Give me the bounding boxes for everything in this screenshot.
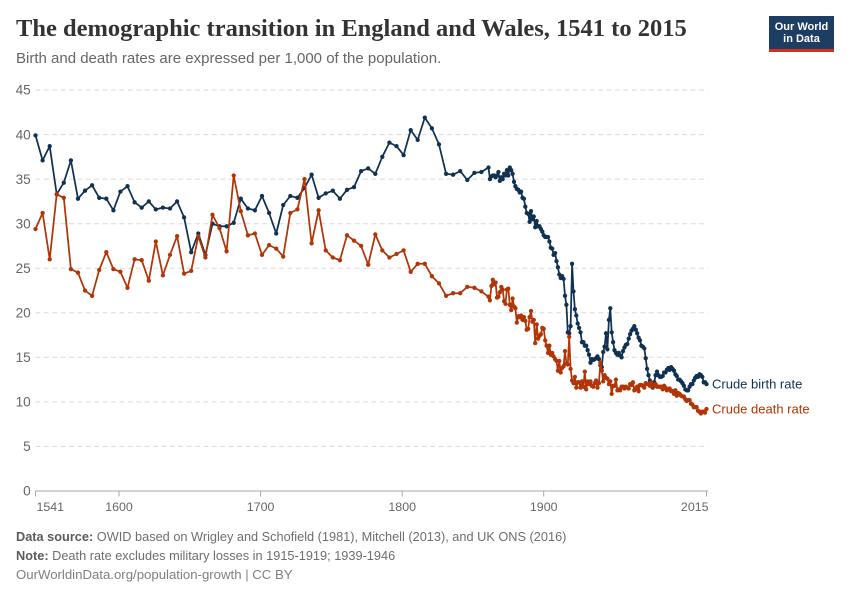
- svg-text:1900: 1900: [530, 500, 558, 514]
- svg-text:0: 0: [23, 484, 31, 499]
- svg-text:15: 15: [16, 350, 31, 365]
- svg-text:35: 35: [16, 172, 31, 187]
- svg-text:1600: 1600: [105, 500, 133, 514]
- svg-text:1700: 1700: [247, 500, 275, 514]
- svg-text:40: 40: [16, 127, 32, 142]
- svg-text:Crude death rate: Crude death rate: [712, 402, 810, 417]
- svg-text:2015: 2015: [681, 500, 709, 514]
- svg-text:30: 30: [16, 216, 32, 231]
- svg-text:45: 45: [16, 83, 31, 98]
- svg-text:20: 20: [16, 306, 32, 321]
- svg-text:25: 25: [16, 261, 31, 276]
- svg-text:10: 10: [16, 395, 32, 410]
- svg-text:1800: 1800: [388, 500, 416, 514]
- svg-text:Crude birth rate: Crude birth rate: [712, 377, 802, 392]
- svg-text:1541: 1541: [37, 500, 65, 514]
- svg-text:5: 5: [23, 439, 31, 454]
